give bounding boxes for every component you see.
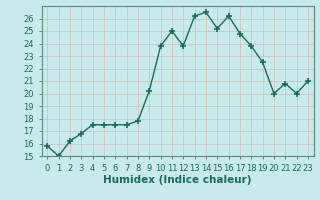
X-axis label: Humidex (Indice chaleur): Humidex (Indice chaleur)	[103, 175, 252, 185]
